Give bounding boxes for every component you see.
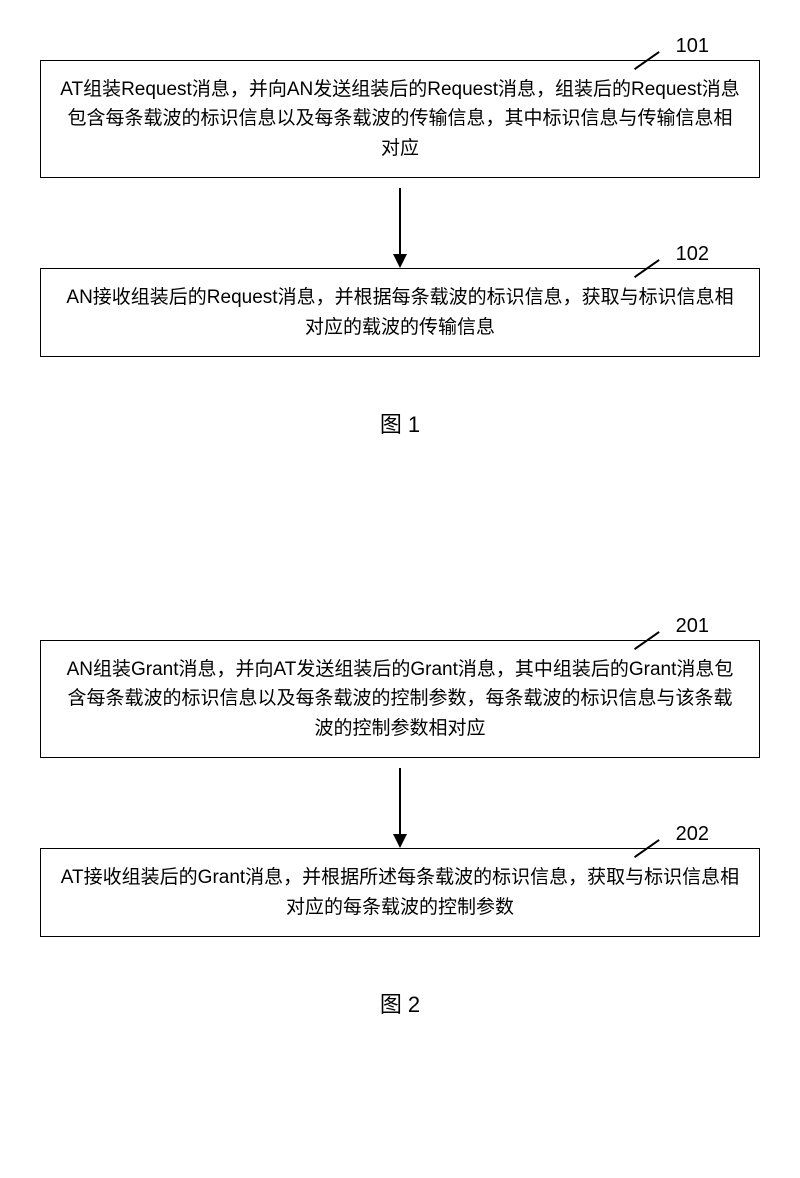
leader-line <box>634 631 659 649</box>
arrow-head-icon <box>393 834 407 848</box>
fig1-step2-box: 102 AN接收组装后的Request消息，并根据每条载波的标识信息，获取与标识… <box>40 268 760 357</box>
figure-2: 201 AN组装Grant消息，并向AT发送组装后的Grant消息，其中组装后的… <box>40 640 760 1019</box>
fig2-step2-text: AT接收组装后的Grant消息，并根据所述每条载波的标识信息，获取与标识信息相对… <box>61 867 739 917</box>
fig2-step1-number: 201 <box>676 611 709 642</box>
fig2-step1-text: AN组装Grant消息，并向AT发送组装后的Grant消息，其中组装后的Gran… <box>67 659 734 739</box>
arrow-down <box>40 178 760 268</box>
arrow-line <box>399 768 401 838</box>
leader-line <box>634 51 659 69</box>
fig1-caption: 图 1 <box>40 407 760 439</box>
fig2-step1-box: 201 AN组装Grant消息，并向AT发送组装后的Grant消息，其中组装后的… <box>40 640 760 758</box>
fig2-caption: 图 2 <box>40 987 760 1019</box>
fig1-step1-box: 101 AT组装Request消息，并向AN发送组装后的Request消息，组装… <box>40 60 760 178</box>
fig1-step2-number: 102 <box>676 239 709 270</box>
fig1-step1-number: 101 <box>676 31 709 62</box>
fig2-step2-box: 202 AT接收组装后的Grant消息，并根据所述每条载波的标识信息，获取与标识… <box>40 848 760 937</box>
fig2-step2-number: 202 <box>676 819 709 850</box>
arrow-down <box>40 758 760 848</box>
figure-1: 101 AT组装Request消息，并向AN发送组装后的Request消息，组装… <box>40 60 760 439</box>
arrow-head-icon <box>393 254 407 268</box>
fig1-step2-text: AN接收组装后的Request消息，并根据每条载波的标识信息，获取与标识信息相对… <box>66 287 733 337</box>
arrow-line <box>399 188 401 258</box>
fig1-step1-text: AT组装Request消息，并向AN发送组装后的Request消息，组装后的Re… <box>60 79 740 159</box>
